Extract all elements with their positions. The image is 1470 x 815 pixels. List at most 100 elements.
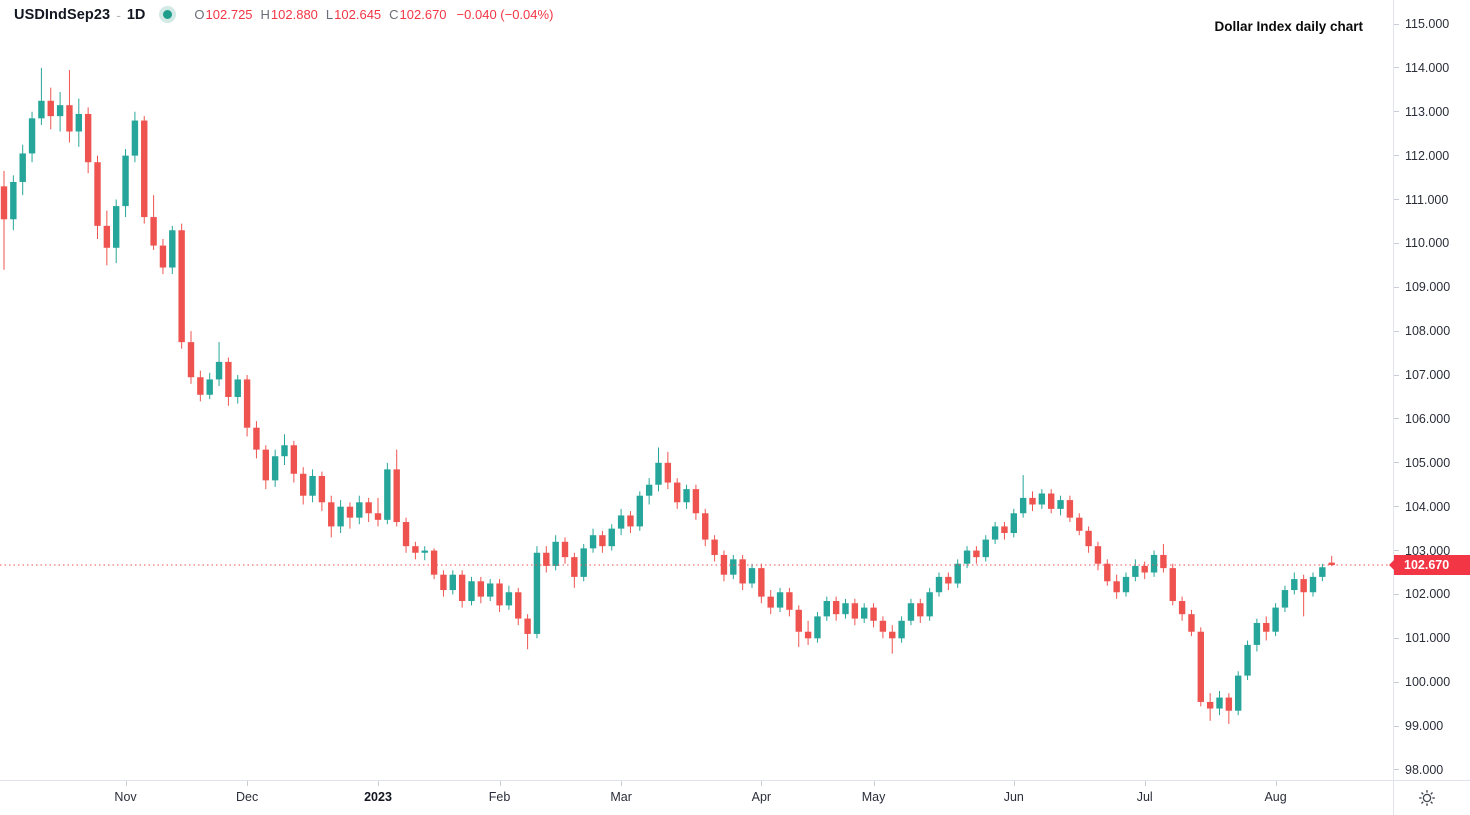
price-axis-tick [1394,462,1399,464]
candle [1076,513,1083,536]
candle [1263,616,1270,641]
candle [814,611,821,643]
price-axis-tick [1394,681,1399,683]
candle [889,625,896,654]
candle [1048,489,1055,514]
price-tick-label: 110.000 [1405,236,1450,251]
chart-pane[interactable]: USDIndSep23 - 1D O 102.725 H 102.880 L 102.… [0,0,1393,780]
price-axis[interactable]: 102.670 115.000 114.000 113.000 112.000 111.… [1389,0,1470,780]
axis-settings-gear-icon[interactable] [1418,789,1436,807]
time-axis[interactable]: Nov Dec 2023 Feb Mar Apr May Jun Jul Aug [0,780,1393,815]
candle [122,149,129,218]
price-axis-tick [1394,550,1399,552]
candle [402,517,410,553]
symbol-title[interactable]: USDIndSep23 [14,6,111,23]
time-axis-tick [1144,781,1146,786]
time-tick-label: Jun [1003,790,1024,804]
candle [1244,640,1251,681]
candle [496,579,503,612]
candle [487,579,494,602]
candle [1216,690,1223,716]
candle [991,522,999,544]
candle [430,548,438,580]
candle [477,576,485,604]
price-label-notch-icon [1389,560,1394,571]
candle [1253,618,1261,652]
candle [776,587,784,612]
candle [1132,559,1139,582]
candle [543,546,550,573]
candle [674,478,681,509]
candle [281,434,288,465]
candle [1319,563,1326,582]
candle [879,616,887,639]
candle [935,572,943,597]
candle [1094,541,1102,571]
candle [1197,627,1204,707]
candlestick-chart[interactable] [0,0,1393,780]
candle [748,563,756,588]
candle [1104,559,1111,586]
price-tick-label: 108.000 [1405,324,1451,339]
open-value: 102.725 [205,7,253,22]
candle [458,570,466,608]
interval-label[interactable]: 1D [126,6,146,23]
candle [589,528,597,553]
candle [215,342,223,387]
candle [328,495,335,538]
candle [384,462,391,525]
market-status-dot[interactable] [159,6,177,23]
candle [103,210,111,266]
candle [533,546,541,639]
candle [786,587,793,617]
candle [861,603,868,623]
candle [963,546,971,569]
price-axis-tick [1394,418,1399,420]
price-tick-label: 106.000 [1405,411,1451,426]
candle [907,598,915,626]
price-tick-label: 98.000 [1405,762,1444,777]
price-tick-label: 113.000 [1405,104,1450,119]
candle [234,375,241,404]
candle [1169,563,1176,606]
price-axis-tick [1394,155,1399,157]
candle [374,497,382,527]
candle [870,603,877,628]
candle [1300,574,1307,617]
time-axis-tick [125,781,127,786]
price-axis-tick [1394,111,1399,113]
candle [636,491,643,531]
candle [627,511,634,534]
candle [271,449,279,487]
candle [1085,526,1092,553]
candle [1188,609,1195,637]
last-price-value: 102.670 [1404,558,1450,573]
low-value: 102.645 [334,7,382,22]
price-axis-tick [1394,67,1399,69]
time-tick-label: Mar [610,790,632,804]
price-axis-tick [1394,286,1399,288]
candle [692,484,700,520]
candle [1029,491,1036,512]
candle [365,497,372,523]
candle [393,449,400,527]
candle [1038,489,1046,509]
price-tick-label: 107.000 [1405,368,1451,383]
candle [56,92,64,132]
candle [66,70,73,143]
time-tick-label: May [861,790,886,804]
price-axis-tick [1394,242,1399,244]
candle [309,469,316,503]
price-tick-label: 111.000 [1405,192,1449,207]
time-axis-tick [761,781,763,786]
candle [300,467,307,505]
price-tick-label: 105.000 [1405,455,1451,470]
candle [131,111,139,163]
candle [917,598,924,623]
time-axis-tick [621,781,623,786]
price-axis-tick [1394,374,1399,376]
last-price-label: 102.670 [1389,555,1470,576]
candle [505,585,513,610]
candle [926,587,933,621]
candle [38,67,45,125]
